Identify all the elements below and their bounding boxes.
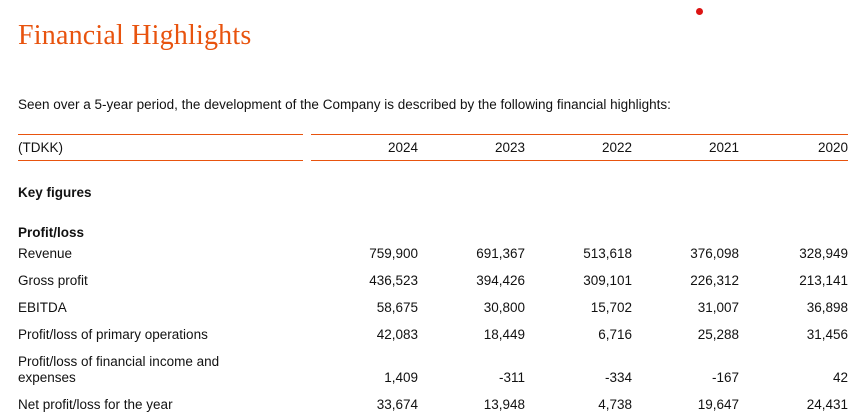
year-header-2021: 2021 xyxy=(632,134,739,162)
recording-dot-icon xyxy=(696,8,703,15)
cell-value: 213,141 xyxy=(799,273,848,289)
cell-value: -311 xyxy=(498,369,525,385)
table-row: Revenue 759,900 691,367 513,618 376,098 328,9… xyxy=(18,241,848,268)
cell-value: 436,523 xyxy=(369,273,418,289)
cell-value: 376,098 xyxy=(690,246,739,262)
row-label: Gross profit xyxy=(18,273,88,289)
cell-value: 31,007 xyxy=(697,300,739,316)
row-spacer xyxy=(303,322,311,349)
row-label: EBITDA xyxy=(18,300,67,316)
cell-value: 19,647 xyxy=(697,396,739,412)
financial-highlights-table: (TDKK) 2024 2023 2022 2021 2020 Key figu… xyxy=(18,134,848,416)
table-row: Gross profit 436,523 394,426 309,101 226,312… xyxy=(18,268,848,295)
cell-value: 759,900 xyxy=(369,246,418,262)
cell-value: 15,702 xyxy=(590,300,632,316)
table-header: (TDKK) 2024 2023 2022 2021 2020 xyxy=(18,134,848,162)
cell-value: 42,083 xyxy=(376,326,418,342)
cell-value: 36,898 xyxy=(806,300,848,316)
cell-value: 328,949 xyxy=(799,246,848,262)
table-row: Profit/loss of financial income and expe… xyxy=(18,349,848,392)
cell-value: 58,675 xyxy=(376,300,418,316)
year-header-2023: 2023 xyxy=(418,134,525,162)
row-label: Profit/loss of primary operations xyxy=(18,326,208,342)
table-row: Net profit/loss for the year 33,674 13,948… xyxy=(18,392,848,416)
year-header-2022: 2022 xyxy=(525,134,632,162)
cell-value: -334 xyxy=(604,369,632,385)
cell-value: 30,800 xyxy=(483,300,525,316)
cell-value: -167 xyxy=(711,369,739,385)
unit-header-cell: (TDKK) xyxy=(18,134,303,162)
cell-value: 309,101 xyxy=(583,273,632,289)
cell-value: 31,456 xyxy=(806,326,848,342)
section-heading-row: Key figures xyxy=(18,161,848,201)
section-heading: Key figures xyxy=(18,185,92,201)
row-spacer xyxy=(303,268,311,295)
cell-value: 25,288 xyxy=(697,326,739,342)
year-header-2020: 2020 xyxy=(739,134,848,162)
table-row: Profit/loss of primary operations 42,083 1… xyxy=(18,322,848,349)
year-header-2024: 2024 xyxy=(311,134,418,162)
cell-value: 1,409 xyxy=(384,369,418,385)
row-spacer xyxy=(303,349,311,392)
cell-value: 226,312 xyxy=(690,273,739,289)
row-label: Net profit/loss for the year xyxy=(18,396,173,412)
row-spacer xyxy=(303,241,311,268)
cell-value: 13,948 xyxy=(483,396,525,412)
section-heading: Profit/loss xyxy=(18,225,85,241)
cell-value: 42 xyxy=(832,369,848,385)
cell-value: 513,618 xyxy=(583,246,632,262)
page-title: Financial Highlights xyxy=(18,20,252,51)
table-body: Key figures Profit/loss Revenue 759,900 691,… xyxy=(18,161,848,416)
cell-value: 394,426 xyxy=(476,273,525,289)
cell-value: 4,738 xyxy=(598,396,632,412)
row-spacer xyxy=(303,295,311,322)
cell-value: 6,716 xyxy=(598,326,632,342)
row-label: Revenue xyxy=(18,246,73,262)
header-spacer xyxy=(303,135,311,161)
cell-value: 18,449 xyxy=(483,326,525,342)
cell-value: 33,674 xyxy=(376,396,418,412)
cell-value: 24,431 xyxy=(806,396,848,412)
table-row: EBITDA 58,675 30,800 15,702 31,007 36,898 xyxy=(18,295,848,322)
header-row: (TDKK) 2024 2023 2022 2021 2020 xyxy=(18,134,848,162)
cell-value: 691,367 xyxy=(476,246,525,262)
section-heading-row: Profit/loss xyxy=(18,201,848,241)
row-label: Profit/loss of financial income and expe… xyxy=(18,353,220,385)
intro-text: Seen over a 5-year period, the developme… xyxy=(18,97,671,113)
row-spacer xyxy=(303,392,311,416)
